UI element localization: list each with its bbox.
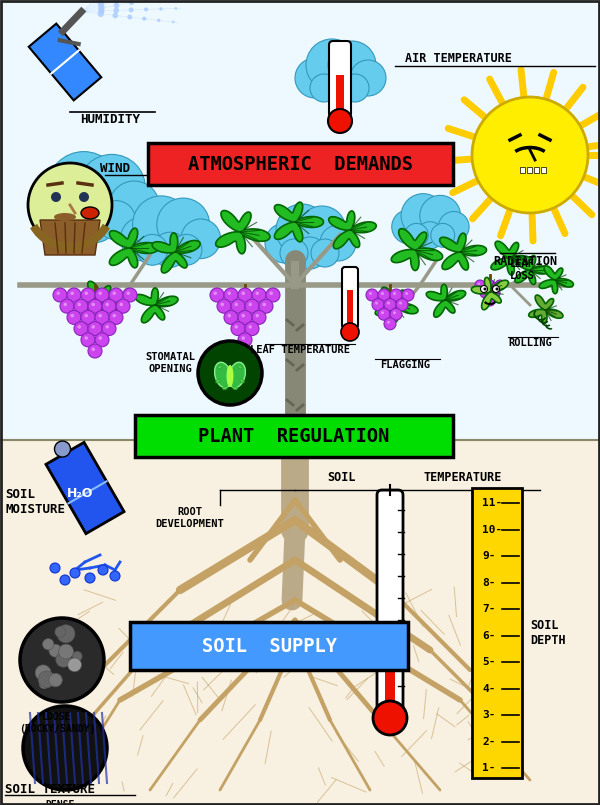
Circle shape <box>369 292 372 295</box>
Circle shape <box>71 291 74 295</box>
Polygon shape <box>46 443 124 534</box>
Circle shape <box>402 289 414 301</box>
Circle shape <box>390 289 402 301</box>
Polygon shape <box>29 23 101 101</box>
FancyBboxPatch shape <box>472 488 522 778</box>
Ellipse shape <box>81 207 99 219</box>
Circle shape <box>378 289 390 301</box>
Circle shape <box>133 196 190 253</box>
Polygon shape <box>152 233 200 273</box>
Circle shape <box>375 302 378 304</box>
Circle shape <box>276 204 328 256</box>
Circle shape <box>214 291 217 295</box>
Circle shape <box>235 303 238 306</box>
Circle shape <box>248 325 252 328</box>
Text: STOMATAL
OPENING: STOMATAL OPENING <box>145 353 195 374</box>
Circle shape <box>38 671 55 687</box>
Circle shape <box>81 311 95 324</box>
Circle shape <box>387 321 390 324</box>
Circle shape <box>68 658 82 671</box>
Circle shape <box>114 0 118 2</box>
Circle shape <box>119 303 123 306</box>
Circle shape <box>115 3 119 7</box>
Circle shape <box>91 303 95 306</box>
Circle shape <box>98 314 102 317</box>
Circle shape <box>399 302 402 304</box>
Circle shape <box>420 196 461 236</box>
FancyBboxPatch shape <box>329 41 351 117</box>
Circle shape <box>472 97 588 213</box>
Ellipse shape <box>216 379 220 383</box>
FancyBboxPatch shape <box>541 167 546 173</box>
Circle shape <box>81 332 95 347</box>
Polygon shape <box>274 202 323 242</box>
Circle shape <box>350 60 386 96</box>
Text: HUMIDITY: HUMIDITY <box>80 113 140 126</box>
Circle shape <box>401 194 445 237</box>
Circle shape <box>384 318 396 330</box>
Circle shape <box>175 8 176 9</box>
Circle shape <box>78 155 145 221</box>
Circle shape <box>431 224 455 247</box>
Circle shape <box>77 303 81 306</box>
Text: 9-: 9- <box>482 551 496 561</box>
FancyBboxPatch shape <box>520 167 525 173</box>
Text: H₂O: H₂O <box>67 486 93 499</box>
Polygon shape <box>109 228 158 268</box>
Ellipse shape <box>223 386 227 390</box>
Polygon shape <box>472 278 508 310</box>
Circle shape <box>91 325 95 328</box>
Circle shape <box>102 322 116 336</box>
Circle shape <box>60 299 74 313</box>
Circle shape <box>231 322 245 336</box>
Ellipse shape <box>54 213 76 221</box>
Circle shape <box>497 283 500 285</box>
Circle shape <box>109 181 160 231</box>
Circle shape <box>130 8 133 12</box>
Circle shape <box>88 344 102 358</box>
Circle shape <box>50 563 60 573</box>
Text: 6-: 6- <box>482 630 496 641</box>
Circle shape <box>56 291 60 295</box>
Polygon shape <box>391 229 443 270</box>
Circle shape <box>341 74 369 102</box>
Circle shape <box>238 288 252 302</box>
Circle shape <box>73 198 118 242</box>
Circle shape <box>137 234 168 265</box>
Circle shape <box>85 336 88 340</box>
Text: LOOSE
(ROCKY/SANDY): LOOSE (ROCKY/SANDY) <box>19 712 95 733</box>
Circle shape <box>495 280 505 290</box>
Circle shape <box>98 2 104 8</box>
Circle shape <box>259 299 273 313</box>
Circle shape <box>245 299 259 313</box>
Text: 7-: 7- <box>482 604 496 614</box>
Circle shape <box>493 286 499 292</box>
Circle shape <box>98 336 102 340</box>
Circle shape <box>320 225 356 261</box>
Text: WIND: WIND <box>100 162 130 175</box>
Polygon shape <box>426 284 466 317</box>
Text: SOIL
DEPTH: SOIL DEPTH <box>530 619 566 647</box>
Circle shape <box>241 336 245 340</box>
Circle shape <box>145 8 148 10</box>
Circle shape <box>241 291 245 295</box>
Circle shape <box>49 673 62 687</box>
Circle shape <box>484 287 487 291</box>
Text: SOIL  SUPPLY: SOIL SUPPLY <box>202 637 337 655</box>
Text: 1-: 1- <box>482 763 496 773</box>
Circle shape <box>217 299 231 313</box>
FancyBboxPatch shape <box>342 267 358 328</box>
Circle shape <box>128 15 131 19</box>
Circle shape <box>143 18 146 20</box>
Circle shape <box>324 72 356 104</box>
Circle shape <box>123 288 137 302</box>
Circle shape <box>245 322 259 336</box>
Circle shape <box>85 291 88 295</box>
Ellipse shape <box>238 365 242 369</box>
Circle shape <box>396 299 408 311</box>
Text: DENSE
(CLAY): DENSE (CLAY) <box>43 800 77 805</box>
Circle shape <box>241 314 245 317</box>
Circle shape <box>392 210 426 244</box>
Circle shape <box>32 178 88 234</box>
